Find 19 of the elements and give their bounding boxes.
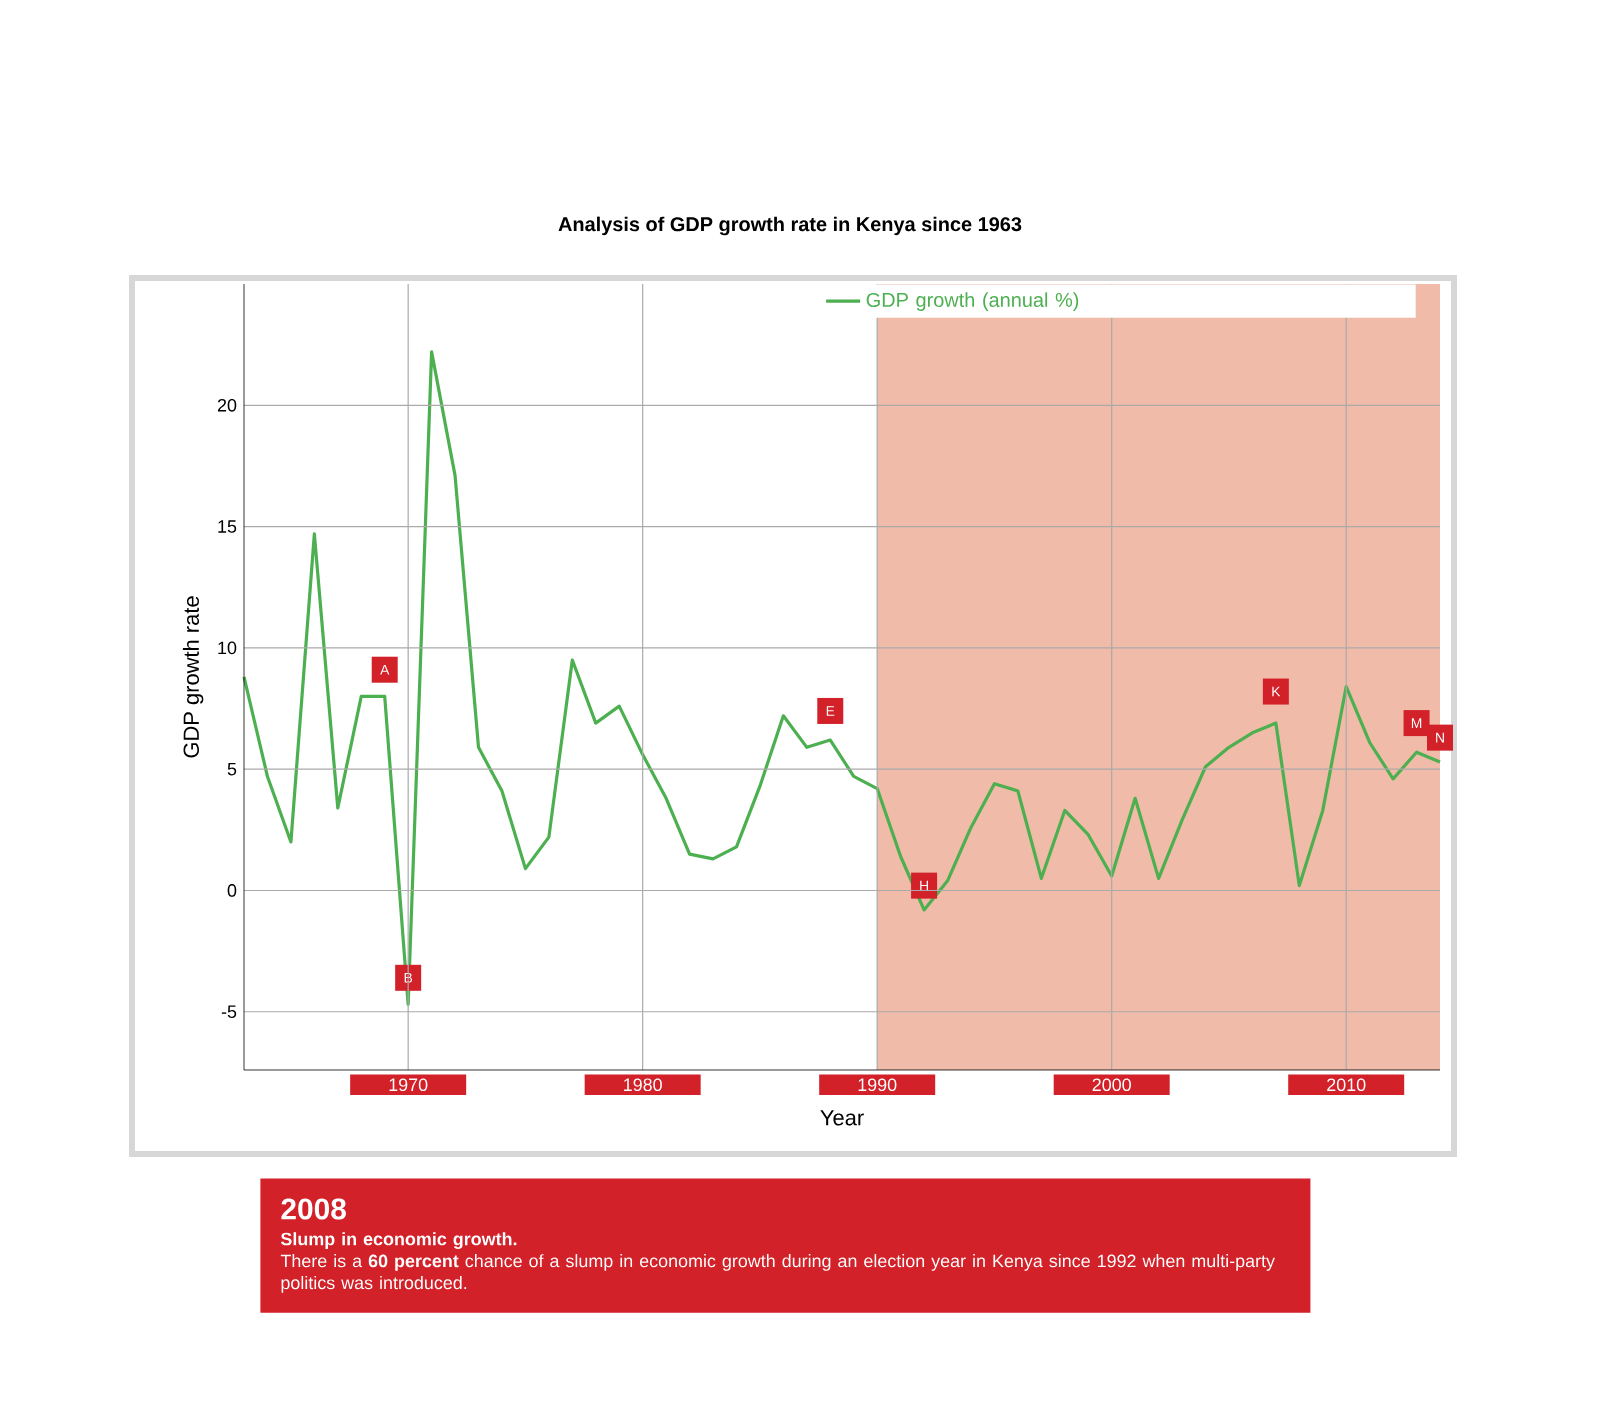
x-tick-label: 2000 — [1092, 1078, 1131, 1092]
line-series — [242, 350, 1442, 1007]
chart-title: Analysis of GDP growth rate in Kenya since 1963 — [558, 216, 1022, 236]
x-axis-title: Year — [820, 1110, 864, 1126]
x-tick-label: 1990 — [858, 1078, 897, 1092]
text: Slump in economic growth. — [280, 1232, 517, 1249]
x-tick-label: 1980 — [624, 1078, 662, 1092]
y-tick-label: 5 — [227, 762, 237, 776]
y-tick-label: 0 — [227, 884, 237, 897]
x-tick-label: 2010 — [1327, 1078, 1366, 1092]
x-tick-label: 1970 — [389, 1078, 428, 1092]
y-tick-label: 15 — [218, 520, 237, 533]
y-tick-label: 10 — [218, 641, 237, 655]
legend-label: GDP growth (annual %) — [866, 292, 1079, 311]
text: 2008 — [281, 1198, 346, 1220]
y-tick-label: 20 — [217, 398, 237, 412]
y-tick-label: -5 — [221, 1005, 237, 1019]
y-axis-title: GDP growth rate — [182, 596, 204, 758]
text: There is a 60 percent chance of a slump in economic growth during an election year in Kenya since 1992 when multi-party politics was introduced. — [280, 1254, 1275, 1293]
